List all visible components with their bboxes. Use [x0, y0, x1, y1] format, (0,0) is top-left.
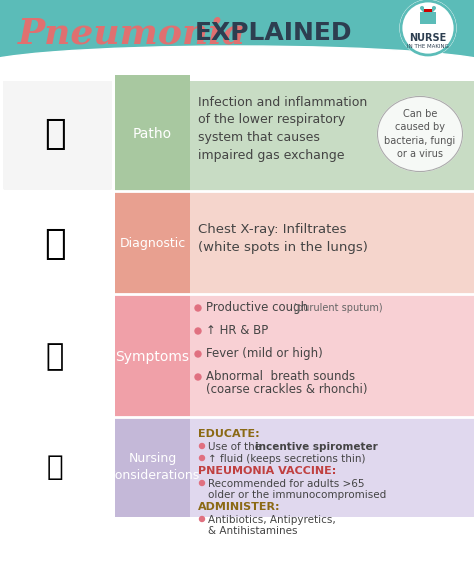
- Text: 🫁: 🫁: [44, 117, 66, 151]
- Bar: [420, 12, 436, 24]
- Text: Patho: Patho: [133, 127, 172, 141]
- Circle shape: [195, 328, 201, 334]
- Circle shape: [200, 481, 204, 485]
- Bar: [115, 75, 190, 193]
- Bar: [115, 75, 474, 193]
- Text: 🫁: 🫁: [46, 342, 64, 371]
- Text: IN THE MAKING: IN THE MAKING: [407, 43, 449, 49]
- Text: Nursing
Considerations: Nursing Considerations: [106, 452, 199, 482]
- Text: ↑ HR & BP: ↑ HR & BP: [206, 325, 268, 338]
- Text: EXPLAINED: EXPLAINED: [195, 21, 353, 45]
- Text: Recommended for adults >65: Recommended for adults >65: [208, 479, 365, 489]
- Text: & Antihistamines: & Antihistamines: [208, 526, 298, 536]
- Text: ↑ fluid (keeps secretions thin): ↑ fluid (keeps secretions thin): [208, 454, 365, 464]
- Bar: [115, 417, 190, 517]
- Bar: [115, 191, 190, 296]
- Circle shape: [195, 305, 201, 311]
- Text: 🩻: 🩻: [44, 227, 66, 261]
- Text: Diagnostic: Diagnostic: [119, 237, 186, 250]
- Bar: [0, 71, 474, 586]
- Text: NURSE: NURSE: [410, 33, 447, 43]
- Bar: [115, 294, 474, 419]
- Bar: [115, 294, 190, 419]
- Text: incentive spirometer: incentive spirometer: [255, 442, 378, 452]
- Bar: [0, 0, 474, 66]
- Text: (purulent sputum): (purulent sputum): [293, 303, 383, 313]
- Text: Productive cough: Productive cough: [206, 302, 312, 315]
- Text: (coarse crackles & rhonchi): (coarse crackles & rhonchi): [206, 383, 367, 396]
- Bar: [0, 63, 474, 81]
- Circle shape: [195, 351, 201, 357]
- Text: older or the immunocompromised: older or the immunocompromised: [208, 490, 386, 500]
- Text: Fever (mild or high): Fever (mild or high): [206, 347, 323, 360]
- Circle shape: [200, 444, 204, 448]
- Text: 🫁: 🫁: [46, 453, 64, 481]
- Text: Chest X-ray: Infiltrates
(white spots in the lungs): Chest X-ray: Infiltrates (white spots in…: [198, 223, 368, 254]
- Text: ADMINISTER:: ADMINISTER:: [198, 502, 281, 512]
- Bar: [424, 9, 432, 12]
- Bar: [115, 417, 474, 517]
- Text: Use of the: Use of the: [208, 442, 264, 452]
- Circle shape: [200, 516, 204, 522]
- FancyBboxPatch shape: [3, 78, 112, 190]
- Text: PNEUMONIA VACCINE:: PNEUMONIA VACCINE:: [198, 466, 336, 476]
- Text: Pneumonia: Pneumonia: [18, 16, 246, 50]
- Text: Can be
caused by
bacteria, fungi
or a virus: Can be caused by bacteria, fungi or a vi…: [384, 109, 456, 159]
- Bar: [424, 6, 432, 9]
- Text: Abnormal  breath sounds: Abnormal breath sounds: [206, 370, 355, 383]
- Text: Infection and inflammation
of the lower respiratory
system that causes
impaired : Infection and inflammation of the lower …: [198, 96, 367, 162]
- Text: Antibiotics, Antipyretics,: Antibiotics, Antipyretics,: [208, 515, 336, 525]
- Text: EDUCATE:: EDUCATE:: [198, 429, 260, 439]
- Circle shape: [200, 455, 204, 461]
- Circle shape: [400, 0, 456, 56]
- Circle shape: [402, 2, 454, 54]
- Ellipse shape: [0, 46, 474, 86]
- Circle shape: [195, 374, 201, 380]
- Bar: [115, 191, 474, 296]
- Text: Symptoms: Symptoms: [116, 349, 190, 363]
- Ellipse shape: [377, 97, 463, 172]
